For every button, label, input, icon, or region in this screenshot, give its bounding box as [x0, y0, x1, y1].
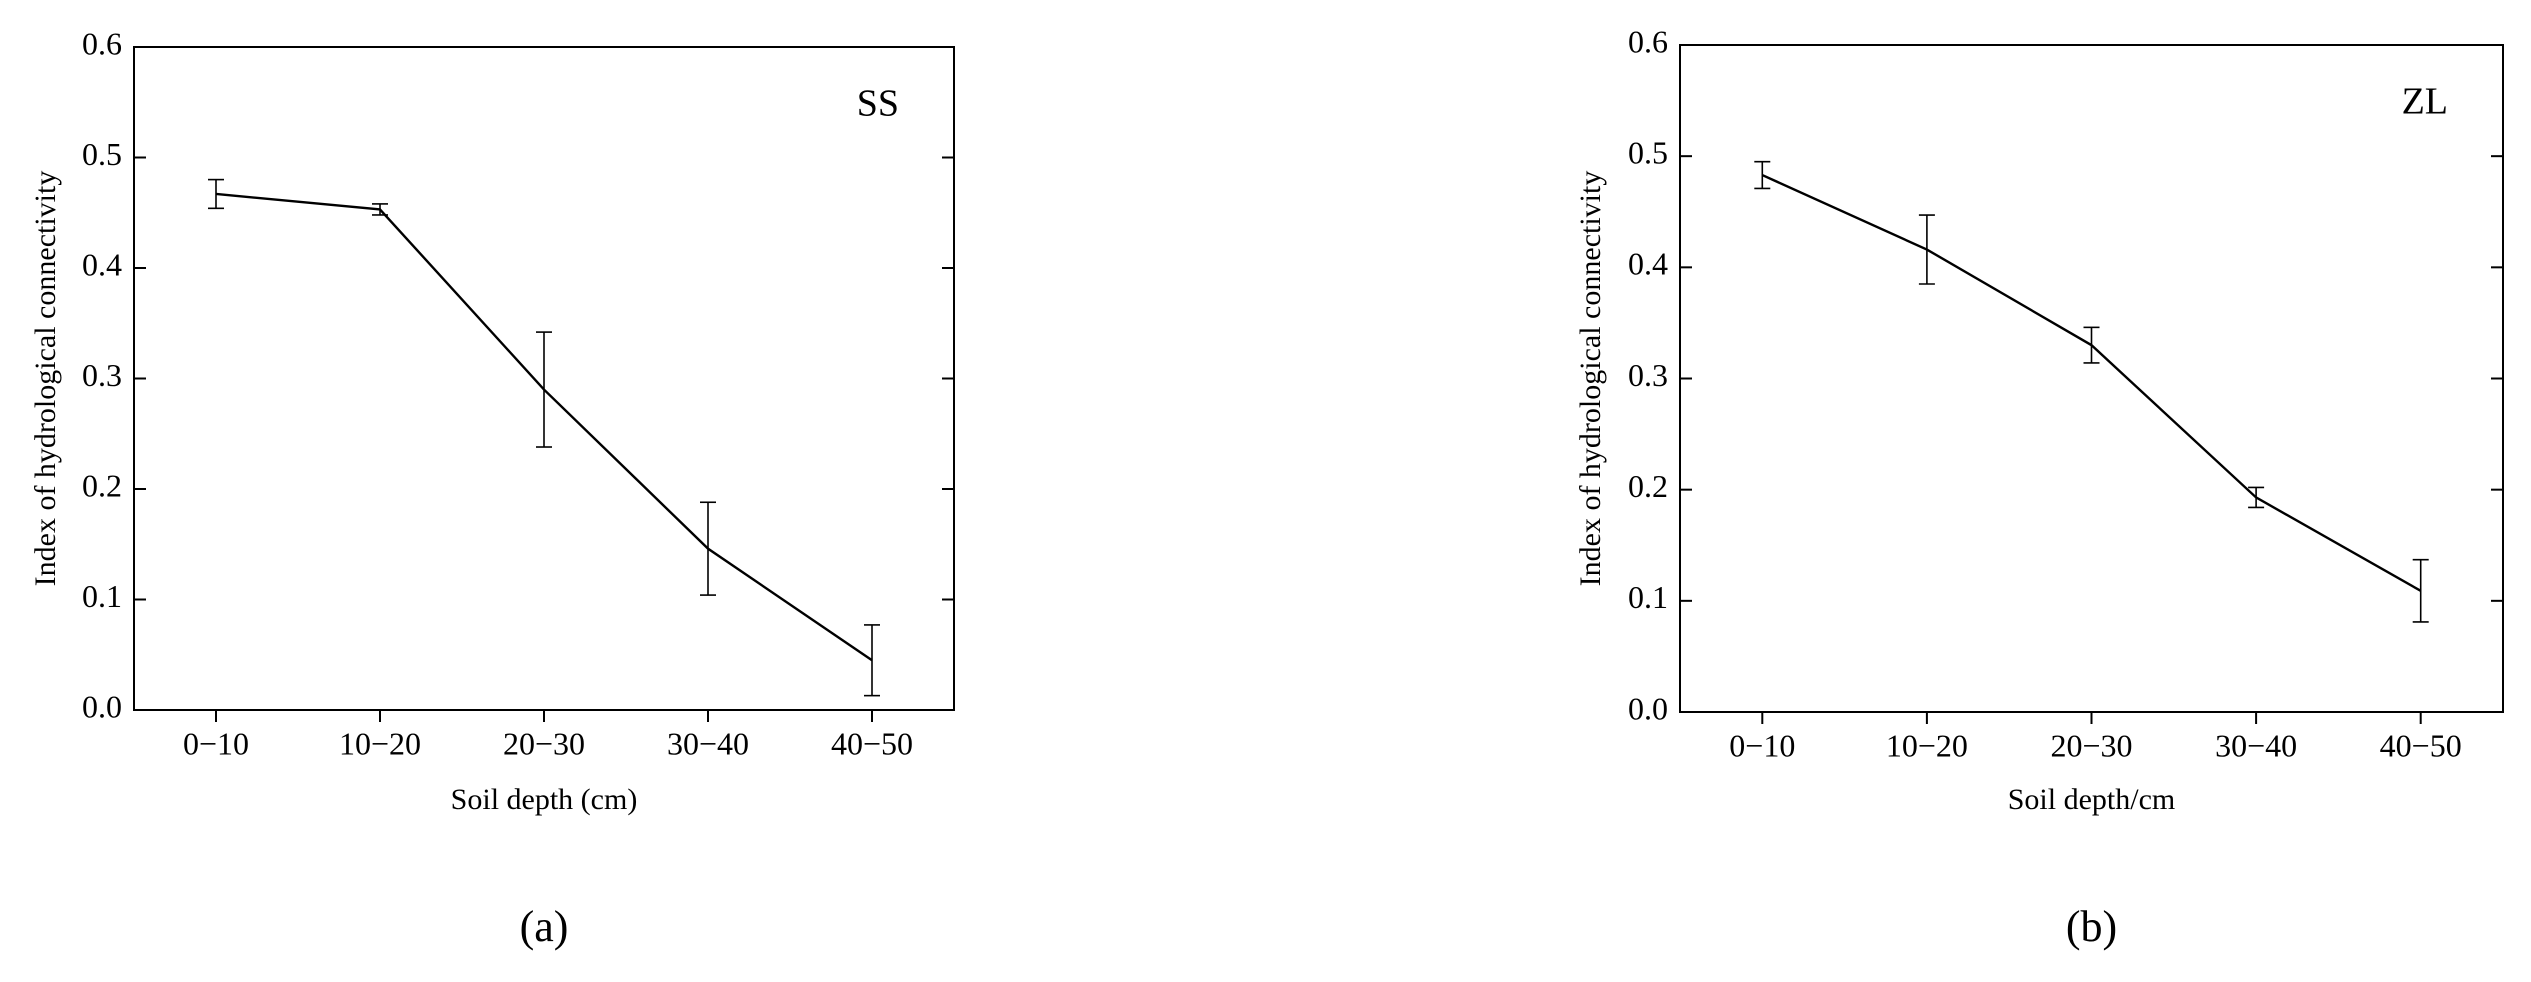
x-tick-label: 40−50 — [2380, 727, 2462, 763]
y-tick-label: 0.2 — [1628, 468, 1668, 504]
x-tick-label: 10−20 — [339, 725, 421, 761]
x-tick-label: 30−40 — [2215, 727, 2297, 763]
line — [1761, 173, 2422, 592]
y-tick-label: 0.1 — [1628, 579, 1668, 615]
y-tick-label: 0.3 — [1628, 357, 1668, 393]
x-tick-label: 0−10 — [1729, 727, 1795, 763]
y-axis-title: Index of hydrological connectivity — [1574, 171, 1607, 587]
x-tick-label: 30−40 — [667, 725, 749, 761]
x-tick-label: 20−30 — [503, 725, 585, 761]
line — [215, 192, 873, 662]
y-tick-label: 0.4 — [82, 246, 122, 282]
x-tick-label: 20−30 — [2050, 727, 2132, 763]
y-tick-label: 0.6 — [82, 25, 122, 61]
y-tick-label: 0.3 — [82, 357, 122, 393]
y-tick-label: 0.1 — [82, 578, 122, 614]
y-tick-label: 0.0 — [82, 688, 122, 724]
x-axis-title: Soil depth/cm — [2008, 783, 2176, 816]
x-tick-label: 40−50 — [831, 725, 913, 761]
caption: (b) — [2066, 902, 2117, 951]
x-tick-label: 10−20 — [1886, 727, 1968, 763]
y-tick-label: 0.6 — [1628, 23, 1668, 59]
y-axis-title: Index of hydrological connectivity — [29, 171, 62, 587]
panel-annotation: ZL — [2402, 81, 2448, 123]
y-tick-label: 0.0 — [1628, 690, 1668, 726]
y-tick-label: 0.5 — [82, 136, 122, 172]
y-tick-label: 0.2 — [82, 467, 122, 503]
error-bar — [2412, 558, 2429, 623]
y-tick-label: 0.5 — [1628, 135, 1668, 171]
x-axis-title: Soil depth (cm) — [451, 783, 638, 816]
y-tick-label: 0.4 — [1628, 246, 1668, 282]
x-tick-label: 0−10 — [183, 725, 249, 761]
plot-frame — [1679, 44, 2504, 713]
caption: (a) — [520, 902, 569, 951]
panel-annotation: SS — [857, 83, 899, 125]
